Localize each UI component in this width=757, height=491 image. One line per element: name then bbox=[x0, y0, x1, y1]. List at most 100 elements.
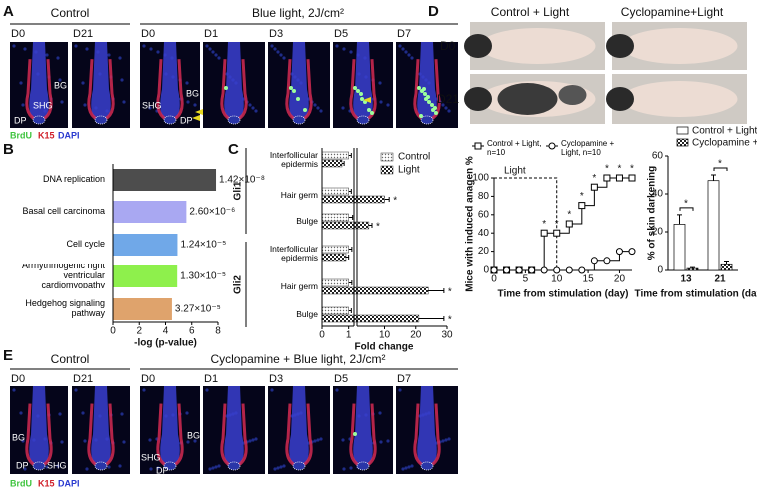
error-bar bbox=[418, 316, 445, 321]
value-label: 2.60×10⁻⁶ bbox=[189, 207, 235, 218]
nucleus bbox=[74, 44, 78, 48]
dermal-papilla bbox=[32, 461, 46, 471]
follicle bbox=[353, 42, 373, 124]
category-label-box: Bulge bbox=[296, 310, 318, 319]
nucleus bbox=[74, 388, 78, 392]
y-tick-label: 20 bbox=[652, 227, 664, 238]
nucleus bbox=[21, 103, 25, 107]
structure-label: SHG bbox=[141, 452, 161, 462]
group-title: Control bbox=[51, 6, 90, 20]
nucleus bbox=[386, 103, 390, 107]
point bbox=[615, 174, 623, 182]
x-tick-label: 15 bbox=[583, 274, 595, 285]
category-label-box: Hedgehog signaling pathway bbox=[25, 298, 105, 318]
structure-label: BG bbox=[187, 430, 200, 440]
error-bar bbox=[348, 153, 352, 158]
legend-swatch bbox=[676, 138, 689, 147]
category-label-box: DNA replication bbox=[43, 174, 105, 184]
nucleus bbox=[379, 440, 383, 444]
point bbox=[628, 248, 636, 256]
point bbox=[565, 220, 573, 228]
nucleus bbox=[378, 81, 382, 85]
category-label-box: Bulge bbox=[296, 217, 318, 226]
significance: * bbox=[555, 219, 559, 230]
photo-column-title: Cyclopamine+Light bbox=[621, 5, 724, 19]
point bbox=[565, 266, 573, 274]
follicle bbox=[160, 386, 180, 470]
significance: * bbox=[567, 210, 571, 221]
nucleus bbox=[205, 44, 209, 48]
nucleus bbox=[342, 467, 346, 471]
point bbox=[578, 266, 586, 274]
value-label: 1.24×10⁻⁵ bbox=[180, 240, 226, 251]
nucleus bbox=[251, 106, 255, 110]
point bbox=[628, 174, 636, 182]
photo-column-title: Control + Light bbox=[491, 5, 570, 19]
nucleus bbox=[211, 50, 215, 54]
nucleus bbox=[248, 439, 252, 443]
point bbox=[540, 266, 548, 274]
bar bbox=[113, 265, 178, 287]
point bbox=[528, 266, 536, 274]
nucleus bbox=[120, 412, 124, 416]
error-bar bbox=[384, 197, 390, 202]
x-tick-label: 21 bbox=[714, 274, 726, 285]
nucleus bbox=[214, 465, 218, 469]
brdu-cell bbox=[303, 108, 307, 112]
nucleus bbox=[149, 47, 153, 51]
nucleus bbox=[398, 388, 402, 392]
nucleus bbox=[316, 438, 320, 442]
x-tick-label: 20 bbox=[614, 274, 626, 285]
nucleus bbox=[447, 437, 451, 441]
bar bbox=[321, 221, 370, 230]
nucleus bbox=[254, 437, 258, 441]
brdu-cell bbox=[367, 108, 371, 112]
category-label-box: Interfollicular epidermis bbox=[269, 149, 318, 169]
nucleus bbox=[85, 47, 89, 51]
y-axis-label: % of skin darkening bbox=[647, 166, 658, 260]
nucleus bbox=[58, 412, 62, 416]
category-label: Interfollicular epidermis bbox=[269, 149, 318, 169]
panel-letter: B bbox=[3, 141, 14, 158]
nucleus bbox=[401, 467, 405, 471]
nucleus bbox=[273, 467, 277, 471]
error-bar bbox=[677, 214, 682, 225]
stain-label: DAPI bbox=[58, 478, 80, 488]
brdu-cell bbox=[422, 87, 426, 91]
brdu-cell bbox=[353, 432, 357, 436]
error-bar bbox=[346, 255, 350, 260]
bar bbox=[321, 314, 420, 323]
x-tick-label: 8 bbox=[215, 326, 221, 337]
significance: * bbox=[718, 159, 722, 170]
nucleus bbox=[149, 467, 153, 471]
category-label: Interfollicular epidermis bbox=[269, 243, 318, 263]
nucleus bbox=[83, 439, 87, 443]
nucleus bbox=[56, 464, 60, 468]
error-bar bbox=[348, 247, 353, 252]
nucleus bbox=[19, 81, 23, 85]
day-label: D0 bbox=[141, 373, 155, 385]
nucleus bbox=[186, 440, 190, 444]
day-label: D0 bbox=[11, 28, 25, 40]
dermal-papilla bbox=[32, 115, 46, 125]
category-label-box: Interfollicular epidermis bbox=[269, 243, 318, 263]
error-bar bbox=[711, 174, 716, 181]
nucleus bbox=[319, 109, 323, 113]
dermal-papilla bbox=[227, 461, 241, 471]
y-tick-label: 0 bbox=[483, 265, 489, 276]
category-label: Arrhythmogenic right ventricular cardiom… bbox=[21, 264, 105, 288]
nucleus bbox=[148, 106, 152, 110]
structure-label: SHG bbox=[47, 460, 67, 470]
structure-label: SHG bbox=[33, 100, 53, 110]
bar bbox=[321, 253, 347, 262]
nucleus bbox=[273, 47, 277, 51]
follicle bbox=[417, 386, 437, 470]
nucleus bbox=[214, 53, 218, 57]
nucleus bbox=[407, 53, 411, 57]
photos bbox=[464, 22, 747, 124]
brdu-cell bbox=[417, 86, 421, 90]
follicle bbox=[289, 42, 309, 124]
point bbox=[540, 229, 548, 237]
nucleus bbox=[248, 103, 252, 107]
bar bbox=[113, 169, 217, 191]
